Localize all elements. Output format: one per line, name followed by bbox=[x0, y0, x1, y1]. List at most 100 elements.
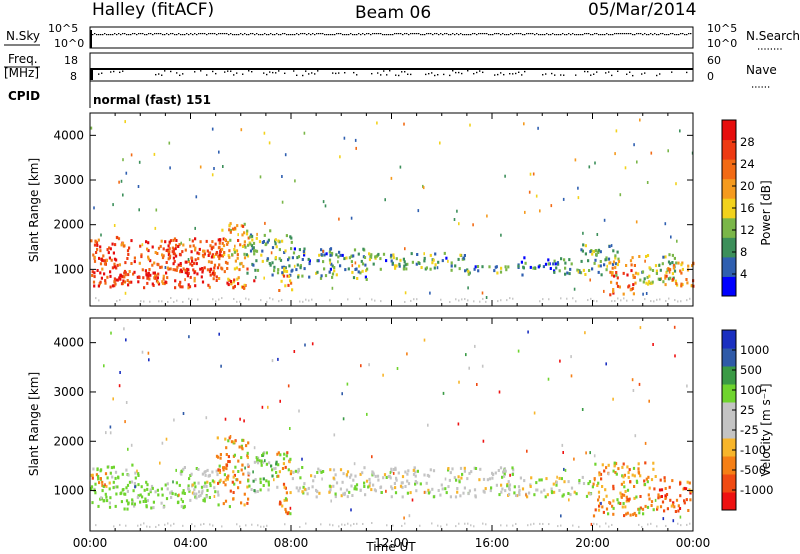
x-tick-label: 00:00 bbox=[73, 536, 108, 550]
range-cell bbox=[432, 495, 435, 499]
ground-cell bbox=[665, 524, 667, 527]
range-cell bbox=[346, 382, 349, 386]
noise-sample bbox=[608, 34, 610, 36]
range-cell bbox=[133, 260, 136, 264]
range-cell bbox=[652, 508, 655, 512]
range-cell bbox=[235, 266, 238, 270]
range-cell bbox=[407, 482, 411, 486]
range-cell bbox=[523, 479, 526, 483]
range-cell bbox=[93, 259, 97, 263]
velocity-x-axis: 00:00 04:00 08:00 12:00 16:00 20:00 00:00 bbox=[73, 318, 710, 550]
range-cell bbox=[339, 253, 342, 257]
range-cell bbox=[584, 244, 587, 248]
range-cell bbox=[156, 488, 159, 492]
ground-cell bbox=[566, 297, 568, 300]
range-cell bbox=[179, 262, 182, 265]
ground-cell bbox=[473, 525, 475, 528]
range-cell bbox=[328, 250, 331, 254]
range-cell bbox=[623, 485, 626, 489]
range-cell bbox=[214, 490, 217, 494]
range-cell bbox=[263, 233, 266, 237]
range-cell bbox=[208, 496, 211, 499]
noise-sample bbox=[308, 33, 310, 35]
range-cell bbox=[144, 269, 147, 273]
colorbar-segment bbox=[722, 139, 736, 160]
nave-sample bbox=[626, 73, 628, 75]
noise-sample bbox=[222, 33, 224, 35]
range-cell bbox=[393, 264, 397, 268]
range-cell bbox=[679, 269, 682, 273]
range-cell bbox=[188, 477, 191, 481]
range-cell bbox=[385, 489, 387, 493]
range-cell bbox=[642, 512, 645, 516]
range-cell bbox=[261, 259, 264, 263]
range-cell bbox=[635, 220, 638, 224]
range-cell bbox=[172, 262, 175, 266]
range-cell bbox=[215, 275, 218, 279]
noise-sample bbox=[426, 33, 428, 35]
noise-sample bbox=[262, 34, 264, 36]
range-cell bbox=[331, 275, 334, 279]
range-cell bbox=[660, 488, 664, 492]
range-cell bbox=[657, 496, 660, 500]
range-cell bbox=[232, 280, 235, 284]
nave-label: Nave bbox=[746, 63, 777, 77]
nave-sample bbox=[293, 70, 295, 72]
range-cell bbox=[105, 431, 107, 435]
range-cell bbox=[444, 487, 447, 491]
range-cell bbox=[137, 280, 140, 284]
range-cell bbox=[592, 250, 595, 254]
range-cell bbox=[184, 270, 187, 274]
range-cell bbox=[406, 479, 409, 483]
nave-sample bbox=[479, 70, 481, 72]
range-cell bbox=[147, 274, 150, 278]
range-cell bbox=[277, 239, 280, 243]
range-cell bbox=[262, 460, 265, 464]
range-cell bbox=[672, 501, 675, 505]
ground-cell bbox=[650, 300, 652, 303]
range-cell bbox=[600, 477, 603, 481]
range-cell bbox=[623, 514, 626, 518]
range-cell bbox=[199, 267, 202, 271]
range-cell bbox=[166, 487, 169, 491]
range-cell bbox=[253, 249, 256, 253]
ground-cell bbox=[665, 299, 667, 302]
noise-panel: N.Sky 10^5 10^0 10^5 10^0 N.Search bbox=[4, 22, 800, 50]
range-cell bbox=[286, 512, 289, 516]
range-cell bbox=[193, 488, 196, 492]
range-cell bbox=[647, 280, 651, 284]
nave-sample bbox=[401, 71, 403, 73]
range-cell bbox=[637, 462, 640, 466]
range-cell bbox=[683, 499, 686, 503]
range-cell bbox=[277, 357, 279, 361]
range-cell bbox=[226, 281, 229, 285]
range-cell bbox=[195, 262, 198, 266]
range-cell bbox=[110, 258, 113, 262]
ground-cell bbox=[137, 524, 139, 527]
range-cell bbox=[172, 238, 175, 242]
range-cell bbox=[216, 436, 219, 440]
range-cell bbox=[439, 141, 441, 145]
range-cell bbox=[184, 248, 187, 252]
cpid-value: normal (fast) 151 bbox=[93, 93, 211, 107]
range-cell bbox=[194, 237, 197, 241]
range-cell bbox=[225, 463, 229, 467]
range-cell bbox=[126, 279, 129, 282]
range-cell bbox=[270, 251, 273, 255]
range-cell bbox=[453, 476, 456, 480]
nave-sample bbox=[641, 73, 643, 75]
range-cell bbox=[318, 253, 321, 257]
range-cell bbox=[168, 240, 171, 244]
range-cell bbox=[357, 270, 360, 274]
range-cell bbox=[116, 263, 119, 267]
ground-cell bbox=[215, 300, 217, 303]
noise-sample bbox=[264, 33, 266, 35]
ground-cell bbox=[173, 522, 175, 525]
range-cell bbox=[142, 276, 145, 280]
range-cell bbox=[681, 261, 684, 265]
range-cell bbox=[584, 252, 587, 256]
range-cell bbox=[227, 283, 230, 287]
range-cell bbox=[382, 252, 386, 256]
range-cell bbox=[106, 476, 109, 480]
range-cell bbox=[594, 161, 596, 165]
